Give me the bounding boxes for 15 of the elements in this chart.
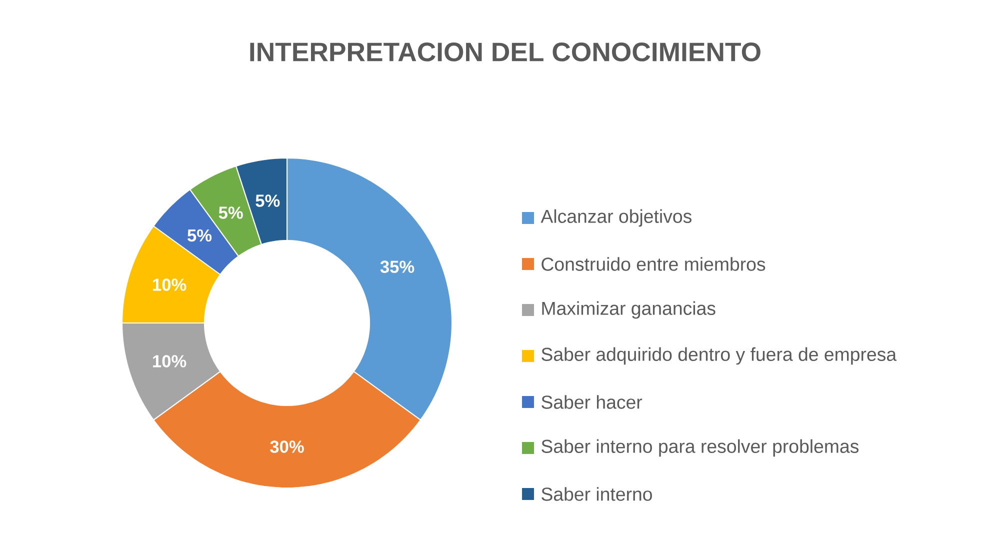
data-label: 10% <box>153 355 186 368</box>
data-label: 10% <box>153 278 186 291</box>
data-label: 5% <box>188 229 212 242</box>
data-label: 30% <box>270 440 304 453</box>
data-label: 5% <box>256 194 280 207</box>
legend-label: Alcanzar objetivos <box>540 209 692 227</box>
chart-title: INTERPRETACION DEL CONOCIMIENTO <box>250 42 760 62</box>
legend-label: Saber interno para resolver problemas <box>542 439 859 457</box>
legend-label: Maximizar ganancias <box>542 301 716 319</box>
legend-label: Saber adquirido dentro y fuera de empresa <box>542 347 897 365</box>
legend-label: Saber interno <box>542 487 652 501</box>
legend-label: Saber hacer <box>542 395 642 409</box>
legend-label: Construido entre miembros <box>542 257 766 271</box>
data-label: 35% <box>380 260 414 273</box>
data-label: 5% <box>218 206 243 219</box>
